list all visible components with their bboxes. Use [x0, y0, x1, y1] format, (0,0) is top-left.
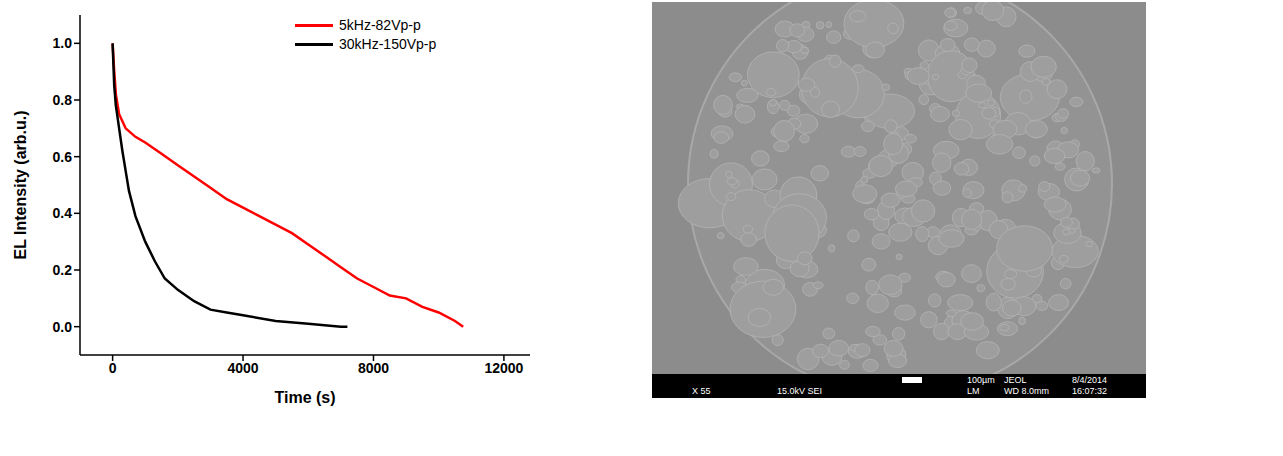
svg-text:8000: 8000: [358, 360, 389, 376]
svg-text:0.8: 0.8: [53, 92, 73, 108]
svg-text:0.6: 0.6: [53, 149, 73, 165]
svg-text:4000: 4000: [227, 360, 258, 376]
svg-text:8/4/2014: 8/4/2014: [1072, 375, 1107, 385]
html-text:30kHz-150Vp-p: 30kHz-150Vp-p: [339, 36, 437, 52]
svg-text:0.4: 0.4: [53, 205, 73, 221]
svg-text:WD 8.0mm: WD 8.0mm: [1004, 386, 1049, 396]
svg-text:Time (s): Time (s): [274, 389, 335, 406]
svg-text:X 55: X 55: [692, 386, 711, 396]
svg-text:LM: LM: [967, 386, 980, 396]
svg-text:JEOL: JEOL: [1004, 375, 1027, 385]
svg-text:0.0: 0.0: [53, 319, 73, 335]
svg-text:100µm: 100µm: [967, 375, 995, 385]
html-text:5kHz-82Vp-p: 5kHz-82Vp-p: [339, 17, 421, 33]
svg-text:0: 0: [109, 360, 117, 376]
svg-text:16:07:32: 16:07:32: [1072, 386, 1107, 396]
svg-text:1.0: 1.0: [53, 35, 73, 51]
svg-text:15.0kV SEI: 15.0kV SEI: [777, 386, 822, 396]
svg-text:0.2: 0.2: [53, 262, 73, 278]
svg-text:EL Intensity (arb.u.): EL Intensity (arb.u.): [12, 110, 29, 259]
svg-text:12000: 12000: [484, 360, 523, 376]
